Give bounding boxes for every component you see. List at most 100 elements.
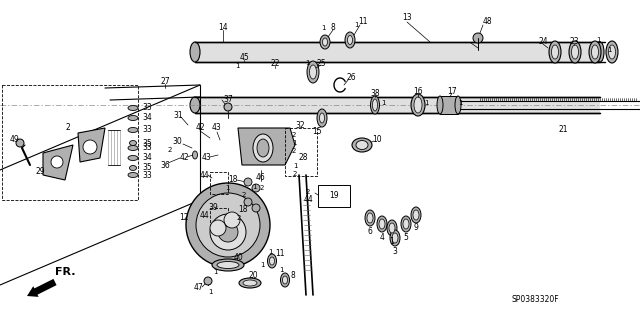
- Ellipse shape: [128, 155, 138, 160]
- Text: 37: 37: [223, 95, 233, 105]
- Ellipse shape: [217, 262, 239, 269]
- Text: 43: 43: [202, 153, 212, 162]
- Ellipse shape: [591, 45, 598, 59]
- Text: 2: 2: [168, 147, 172, 153]
- Ellipse shape: [319, 113, 324, 123]
- Text: 1: 1: [225, 185, 229, 191]
- Text: 1: 1: [458, 100, 462, 106]
- Ellipse shape: [606, 41, 618, 63]
- Text: 43: 43: [212, 123, 222, 132]
- Ellipse shape: [596, 42, 604, 62]
- Ellipse shape: [323, 38, 328, 46]
- Text: 1: 1: [321, 25, 325, 31]
- Ellipse shape: [389, 223, 395, 233]
- Text: 33: 33: [142, 144, 152, 152]
- Text: 29: 29: [35, 167, 45, 176]
- Text: 8: 8: [291, 271, 296, 279]
- Ellipse shape: [589, 41, 601, 63]
- Ellipse shape: [128, 145, 138, 151]
- Ellipse shape: [365, 210, 375, 226]
- Ellipse shape: [268, 254, 276, 268]
- Text: 1: 1: [607, 47, 611, 53]
- Ellipse shape: [356, 140, 368, 150]
- Ellipse shape: [390, 230, 400, 246]
- Text: 9: 9: [413, 224, 419, 233]
- Text: 6: 6: [367, 226, 372, 235]
- Ellipse shape: [569, 41, 581, 63]
- Ellipse shape: [212, 259, 244, 271]
- Ellipse shape: [257, 139, 269, 157]
- Polygon shape: [78, 128, 105, 162]
- Ellipse shape: [572, 45, 579, 59]
- Ellipse shape: [352, 138, 372, 152]
- Text: 8: 8: [331, 23, 335, 32]
- Ellipse shape: [129, 140, 136, 145]
- Text: 1: 1: [596, 37, 600, 43]
- Ellipse shape: [128, 173, 138, 177]
- Ellipse shape: [392, 233, 398, 243]
- Text: 25: 25: [316, 58, 326, 68]
- Ellipse shape: [269, 257, 275, 265]
- Text: 49: 49: [9, 136, 19, 145]
- Text: 33: 33: [142, 125, 152, 135]
- Text: 16: 16: [413, 86, 423, 95]
- Text: 15: 15: [312, 128, 322, 137]
- Ellipse shape: [377, 216, 387, 232]
- Circle shape: [210, 214, 246, 250]
- Text: 42: 42: [195, 123, 205, 132]
- Bar: [285, 128, 317, 176]
- Ellipse shape: [367, 213, 373, 223]
- Bar: [195, 97, 600, 113]
- Text: 31: 31: [173, 110, 183, 120]
- Circle shape: [204, 277, 212, 285]
- Ellipse shape: [411, 207, 421, 223]
- Circle shape: [218, 222, 238, 242]
- Text: 10: 10: [372, 136, 382, 145]
- Ellipse shape: [372, 99, 378, 111]
- Text: 1: 1: [260, 262, 264, 268]
- FancyArrow shape: [27, 279, 56, 297]
- Ellipse shape: [129, 166, 136, 170]
- Ellipse shape: [252, 184, 260, 192]
- Text: 11: 11: [358, 18, 368, 26]
- Text: 21: 21: [558, 125, 568, 135]
- Text: 3: 3: [392, 247, 397, 256]
- Text: 33: 33: [142, 170, 152, 180]
- Ellipse shape: [239, 278, 261, 288]
- Text: 2: 2: [306, 189, 310, 195]
- Text: 17: 17: [447, 86, 457, 95]
- Ellipse shape: [411, 94, 425, 116]
- Text: 18: 18: [228, 175, 237, 184]
- Ellipse shape: [403, 219, 409, 229]
- Text: 18: 18: [238, 205, 248, 214]
- Text: 40: 40: [234, 254, 244, 263]
- Text: 1: 1: [381, 100, 385, 106]
- Circle shape: [473, 33, 483, 43]
- Ellipse shape: [252, 204, 260, 212]
- Text: 48: 48: [482, 18, 492, 26]
- Circle shape: [186, 183, 270, 267]
- Text: 1: 1: [305, 60, 309, 66]
- Polygon shape: [43, 145, 73, 180]
- Text: 30: 30: [172, 137, 182, 146]
- Bar: [318, 185, 350, 207]
- Text: 2: 2: [242, 192, 246, 198]
- Bar: [210, 172, 228, 194]
- Text: 33: 33: [142, 103, 152, 113]
- Text: 1: 1: [279, 267, 284, 273]
- Text: 20: 20: [248, 271, 258, 279]
- Text: 34: 34: [142, 114, 152, 122]
- Text: 11: 11: [275, 249, 285, 258]
- Text: 35: 35: [142, 164, 152, 173]
- Bar: [195, 42, 600, 62]
- Text: 44: 44: [303, 196, 313, 204]
- Ellipse shape: [193, 151, 198, 159]
- Text: 26: 26: [346, 73, 356, 83]
- Circle shape: [83, 140, 97, 154]
- Text: 2: 2: [237, 215, 241, 221]
- Bar: [440, 96, 458, 114]
- Text: 2: 2: [66, 123, 70, 132]
- Text: 28: 28: [298, 153, 308, 162]
- Text: FR.: FR.: [55, 267, 76, 277]
- Bar: [210, 208, 228, 226]
